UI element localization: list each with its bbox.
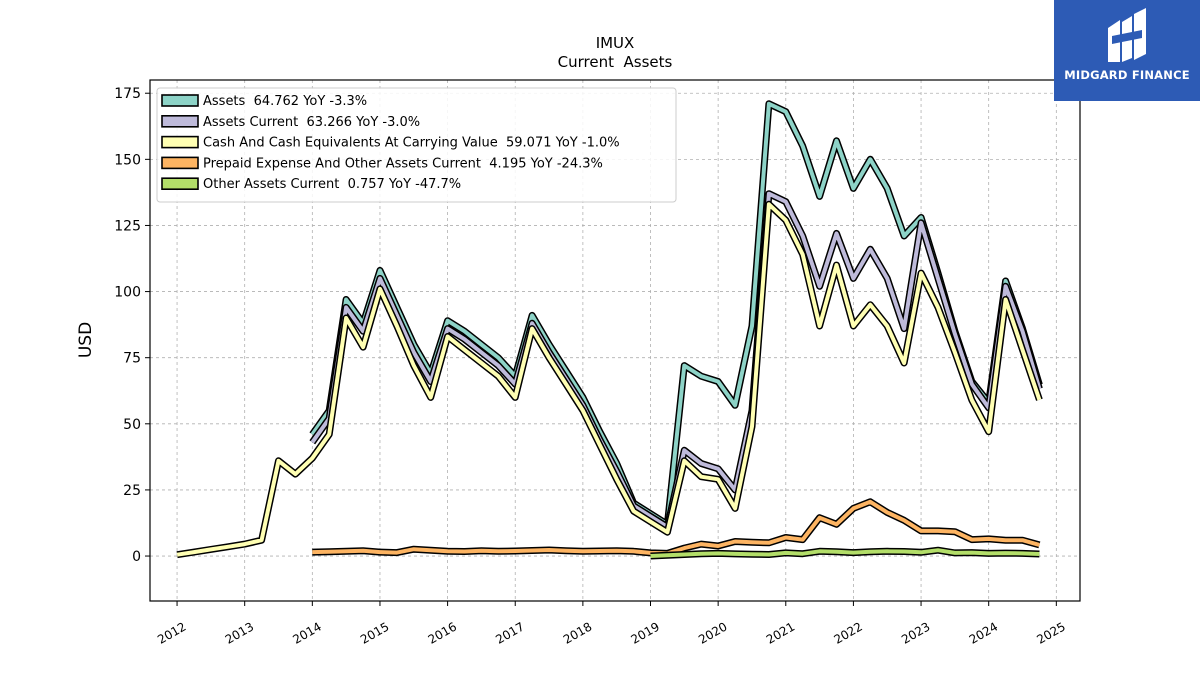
legend-swatch [161, 115, 199, 128]
x-tick-label: 2015 [358, 619, 391, 646]
series-outline [309, 190, 1043, 531]
legend-swatch [161, 156, 199, 170]
x-tick-label: 2022 [831, 619, 864, 646]
chart-title: IMUX [596, 34, 635, 52]
x-tick-label: 2021 [764, 619, 797, 646]
legend-swatch [161, 177, 199, 190]
legend-label: Prepaid Expense And Other Assets Current… [203, 156, 603, 171]
y-tick-label: 175 [114, 86, 141, 102]
x-tick-label: 2018 [561, 619, 594, 646]
legend-label: Other Assets Current 0.757 YoY -47.7% [203, 177, 461, 192]
midgard-logo-icon [1108, 8, 1146, 62]
x-tick-label: 2019 [629, 619, 662, 646]
y-axis-label: USD [76, 322, 96, 358]
chart-subtitle: Current Assets [558, 53, 673, 71]
legend-swatch [161, 94, 199, 107]
x-tick-label: 2025 [1034, 619, 1067, 646]
series-line [312, 499, 1040, 556]
brand-logo: MIDGARD FINANCE [1054, 0, 1200, 101]
series-lines [176, 100, 1043, 560]
series-outline [176, 200, 1043, 559]
legend: Assets 64.762 YoY -3.3% Assets Current 63… [156, 87, 677, 203]
x-tick-label: 2014 [290, 619, 323, 646]
legend-label: Assets 64.762 YoY -3.3% [203, 94, 367, 109]
series-line [176, 202, 1042, 557]
y-tick-label: 75 [123, 351, 141, 367]
y-tick-label: 150 [114, 152, 141, 168]
y-tick-label: 100 [114, 285, 141, 301]
plot-frame [149, 79, 1081, 602]
legend-label: Cash And Cash Equivalents At Carrying Va… [203, 136, 620, 151]
x-tick-label: 2012 [155, 619, 188, 646]
x-tick-label: 2023 [899, 619, 932, 646]
series-line [650, 548, 1040, 558]
y-tick-label: 0 [132, 549, 141, 565]
y-tick-label: 125 [114, 218, 141, 234]
x-tick-label: 2020 [696, 619, 729, 646]
x-tick-label: 2024 [967, 619, 1000, 646]
legend-box [156, 87, 677, 203]
y-tick-label: 50 [123, 417, 141, 433]
x-tick-label: 2013 [223, 619, 256, 646]
brand-name: MIDGARD FINANCE [1064, 68, 1190, 82]
x-tick-label: 2016 [426, 619, 459, 646]
x-tick-label: 2017 [493, 619, 526, 646]
y-tick-label: 25 [123, 483, 141, 499]
legend-swatch [161, 135, 199, 149]
legend-label: Assets Current 63.266 YoY -3.0% [203, 115, 420, 130]
